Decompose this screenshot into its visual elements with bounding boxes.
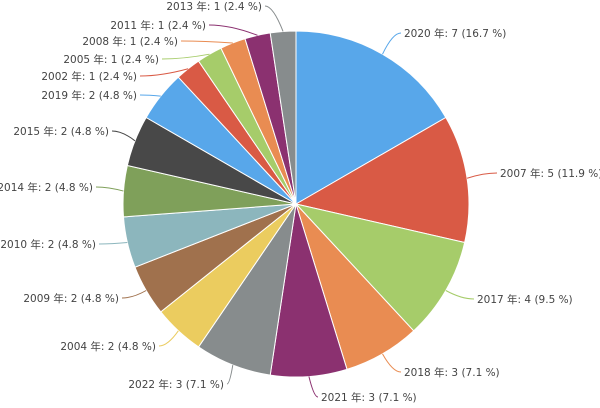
leader-line-2015: [111, 130, 136, 142]
leader-lines: [95, 5, 498, 398]
slice-label-2015: 2015 年: 2 (4.8 %): [13, 125, 109, 138]
pie-slices: [122, 30, 470, 378]
slice-label-2010: 2010 年: 2 (4.8 %): [0, 238, 96, 251]
slice-label-2002: 2002 年: 1 (2.4 %): [41, 70, 137, 83]
pie-slice-2020: [295, 30, 447, 205]
leader-line-2018: [382, 353, 402, 373]
slice-label-2013: 2013 年: 1 (2.4 %): [166, 0, 262, 13]
leader-line-2004: [158, 330, 179, 347]
slice-label-2008: 2008 年: 1 (2.4 %): [82, 35, 178, 48]
slice-label-2018: 2018 年: 3 (7.1 %): [404, 366, 500, 379]
leader-line-2010: [98, 242, 128, 245]
leader-line-2002: [139, 68, 189, 77]
leader-line-2008: [180, 40, 233, 44]
leader-line-2005: [161, 53, 210, 60]
pie-slice-2013: [269, 30, 297, 205]
slice-label-2004: 2004 年: 2 (4.8 %): [60, 340, 156, 353]
leader-line-2020: [382, 32, 402, 55]
slice-label-2021: 2021 年: 3 (7.1 %): [321, 391, 417, 404]
slice-label-2011: 2011 年: 1 (2.4 %): [110, 19, 206, 32]
leader-line-2014: [95, 186, 124, 192]
slice-label-2005: 2005 年: 1 (2.4 %): [63, 53, 159, 66]
slice-label-2017: 2017 年: 4 (9.5 %): [477, 293, 573, 306]
leader-line-2011: [208, 24, 258, 36]
pie-slice-2007: [294, 116, 470, 244]
leader-line-2017: [445, 290, 475, 300]
slice-label-2019: 2019 年: 2 (4.8 %): [41, 89, 137, 102]
leader-line-2009: [121, 290, 147, 299]
slice-label-2007: 2007 年: 5 (11.9 %): [500, 167, 600, 180]
leader-line-2013: [264, 5, 284, 32]
slice-label-2022: 2022 年: 3 (7.1 %): [128, 378, 224, 391]
slice-label-2020: 2020 年: 7 (16.7 %): [404, 27, 506, 40]
leader-line-2021: [308, 376, 319, 398]
slice-label-2009: 2009 年: 2 (4.8 %): [23, 292, 119, 305]
leader-line-2007: [466, 172, 498, 179]
slice-label-2014: 2014 年: 2 (4.8 %): [0, 181, 93, 194]
leader-line-2022: [226, 364, 234, 385]
leader-line-2019: [139, 94, 161, 97]
